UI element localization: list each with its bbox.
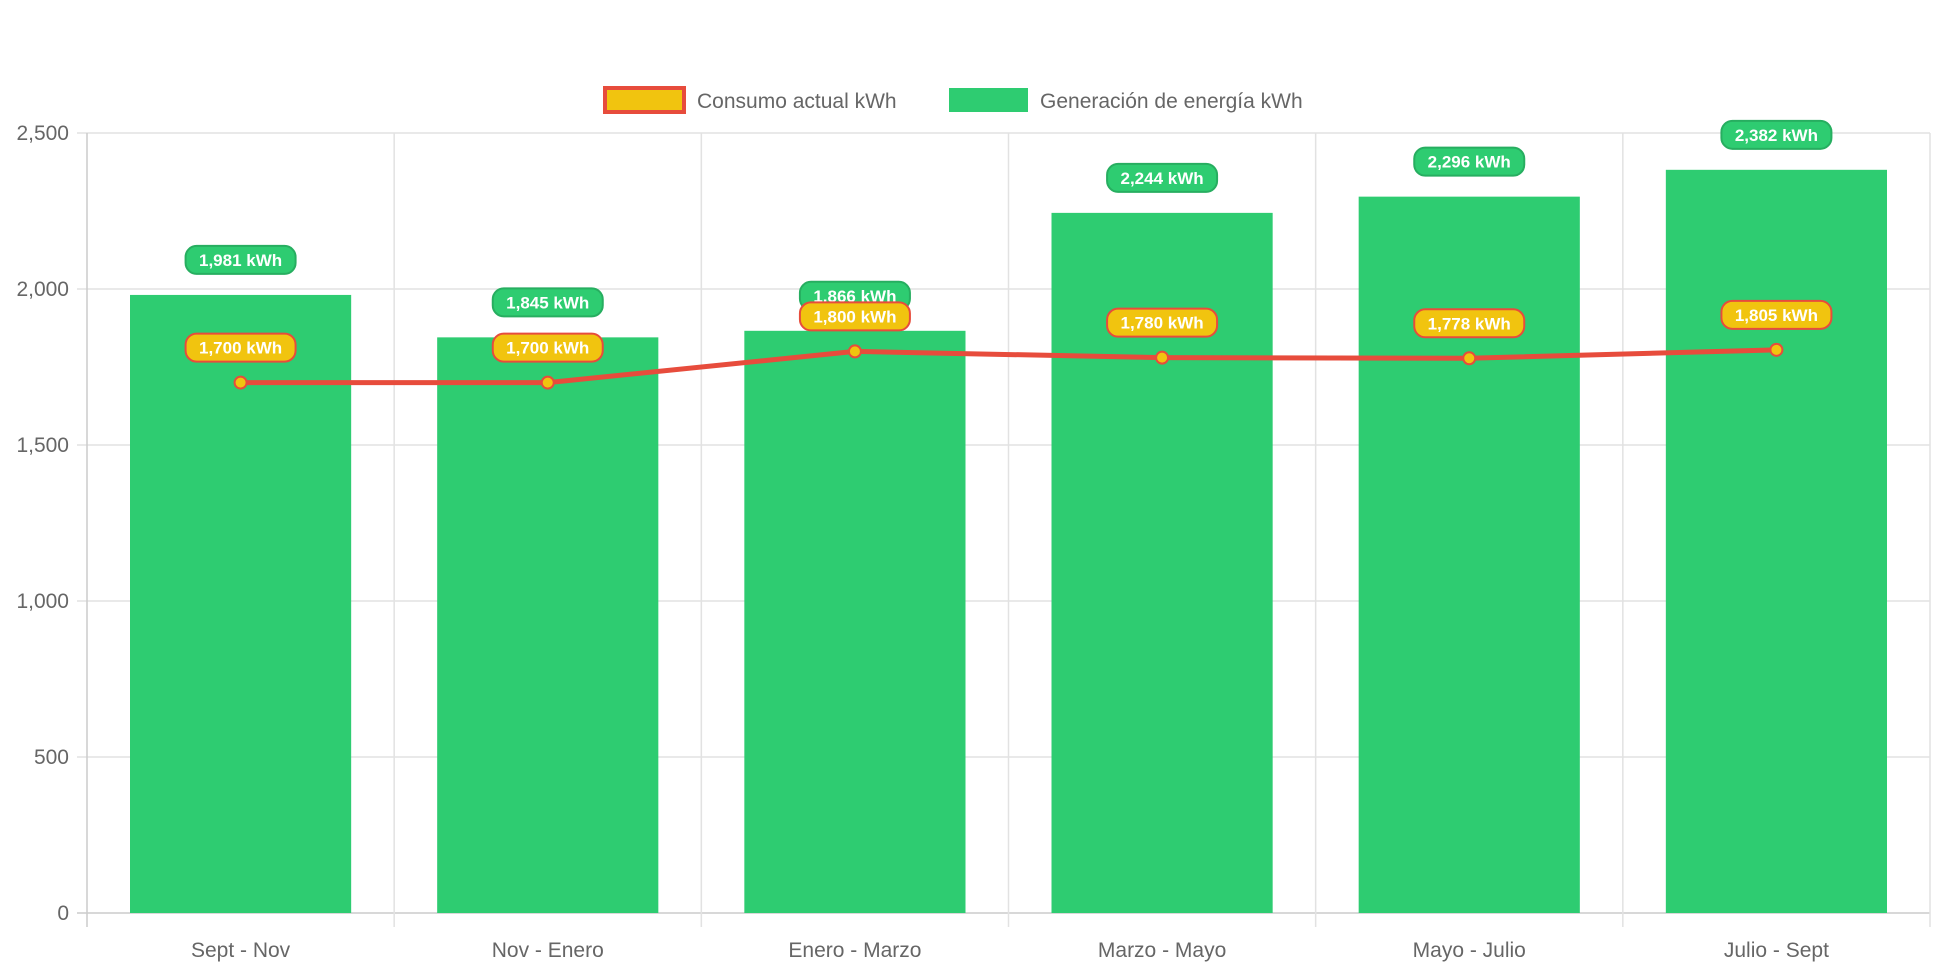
- bar-data-label: 2,382 kWh: [1720, 119, 1833, 150]
- bar-generacion: [744, 330, 966, 914]
- line-data-label-text: 1,700 kWh: [506, 339, 589, 358]
- y-tick-label: 2,000: [16, 278, 69, 301]
- consumo-point: [1769, 342, 1784, 357]
- legend: Consumo actual kWh Generación de energía…: [603, 86, 1303, 114]
- bar-generacion: [1665, 169, 1887, 914]
- line-data-label-bg: [1720, 299, 1833, 330]
- consumo-point: [1462, 351, 1477, 366]
- x-tick-label: Julio - Sept: [1724, 939, 1829, 962]
- bar-data-label-text: 1,866 kWh: [813, 287, 896, 306]
- line-data-label-text: 1,805 kWh: [1735, 306, 1818, 325]
- consumo-point: [540, 375, 555, 390]
- x-tick-label: Sept - Nov: [191, 939, 291, 962]
- bar-data-label-bg: [184, 244, 297, 275]
- data-labels: 1,981 kWh 1,845 kWh 1,866 kWh 2,244 kWh 2,29…: [184, 119, 1833, 363]
- bar-data-label-bg: [1720, 119, 1833, 150]
- line-data-label-text: 1,780 kWh: [1121, 314, 1204, 333]
- bar-data-label: 2,244 kWh: [1106, 162, 1219, 193]
- bar-data-label-text: 1,845 kWh: [506, 293, 589, 312]
- bar-data-label: 2,296 kWh: [1413, 146, 1526, 177]
- bar-data-label-text: 2,244 kWh: [1121, 169, 1204, 188]
- legend-item-generacion[interactable]: Generación de energía kWh: [949, 88, 1303, 113]
- line-data-label-bg: [184, 332, 297, 363]
- bar-data-label-text: 1,981 kWh: [199, 251, 282, 270]
- line-data-label-bg: [798, 301, 911, 332]
- legend-label-consumo: Consumo actual kWh: [697, 90, 897, 113]
- x-tick-label: Nov - Enero: [492, 939, 604, 962]
- line-data-label-bg: [491, 332, 604, 363]
- consumo-line-path: [240, 347, 1777, 386]
- line-data-label: 1,800 kWh: [798, 301, 911, 332]
- line-data-label: 1,778 kWh: [1413, 308, 1526, 339]
- x-tick-label: Marzo - Mayo: [1098, 939, 1226, 962]
- x-tick-label: Mayo - Julio: [1413, 939, 1526, 962]
- line-data-label-text: 1,700 kWh: [199, 339, 282, 358]
- y-tick-label: 1,000: [16, 590, 69, 613]
- consumo-point: [233, 375, 248, 390]
- line-data-label: 1,700 kWh: [491, 332, 604, 363]
- bar-data-label: 1,845 kWh: [491, 287, 604, 318]
- bar-generacion: [1358, 196, 1580, 913]
- bar-data-label-text: 2,382 kWh: [1735, 126, 1818, 145]
- x-tick-label: Enero - Marzo: [788, 939, 921, 962]
- y-tick-label: 1,500: [16, 434, 69, 457]
- y-tick-label: 2,500: [16, 122, 69, 145]
- bar-data-label-text: 2,296 kWh: [1428, 153, 1511, 172]
- bar-generacion: [130, 294, 352, 914]
- consumo-point: [847, 344, 862, 359]
- legend-swatch-consumo: [603, 86, 686, 114]
- line-data-label-bg: [1413, 308, 1526, 339]
- y-tick-label: 500: [34, 746, 69, 769]
- y-tick-label: 0: [57, 902, 69, 925]
- bar-data-label-bg: [1413, 146, 1526, 177]
- consumo-line: [233, 342, 1784, 390]
- bar-data-label: 1,981 kWh: [184, 244, 297, 275]
- legend-swatch-generacion: [949, 88, 1028, 112]
- line-data-label: 1,805 kWh: [1720, 299, 1833, 330]
- bar-generacion: [437, 337, 659, 913]
- legend-label-generacion: Generación de energía kWh: [1040, 90, 1303, 113]
- line-data-label-text: 1,778 kWh: [1428, 314, 1511, 333]
- bar-data-label-bg: [1106, 162, 1219, 193]
- legend-item-consumo[interactable]: Consumo actual kWh: [603, 86, 897, 114]
- line-data-label: 1,780 kWh: [1106, 307, 1219, 338]
- line-data-label-bg: [1106, 307, 1219, 338]
- line-data-label: 1,700 kWh: [184, 332, 297, 363]
- grid: 0 500 1,000 1,500 2,000 2,500 Sept - Nov Nov - …: [16, 122, 1931, 962]
- line-data-label-text: 1,800 kWh: [813, 307, 896, 326]
- consumo-point: [1155, 350, 1170, 365]
- bar-data-label-bg: [491, 287, 604, 318]
